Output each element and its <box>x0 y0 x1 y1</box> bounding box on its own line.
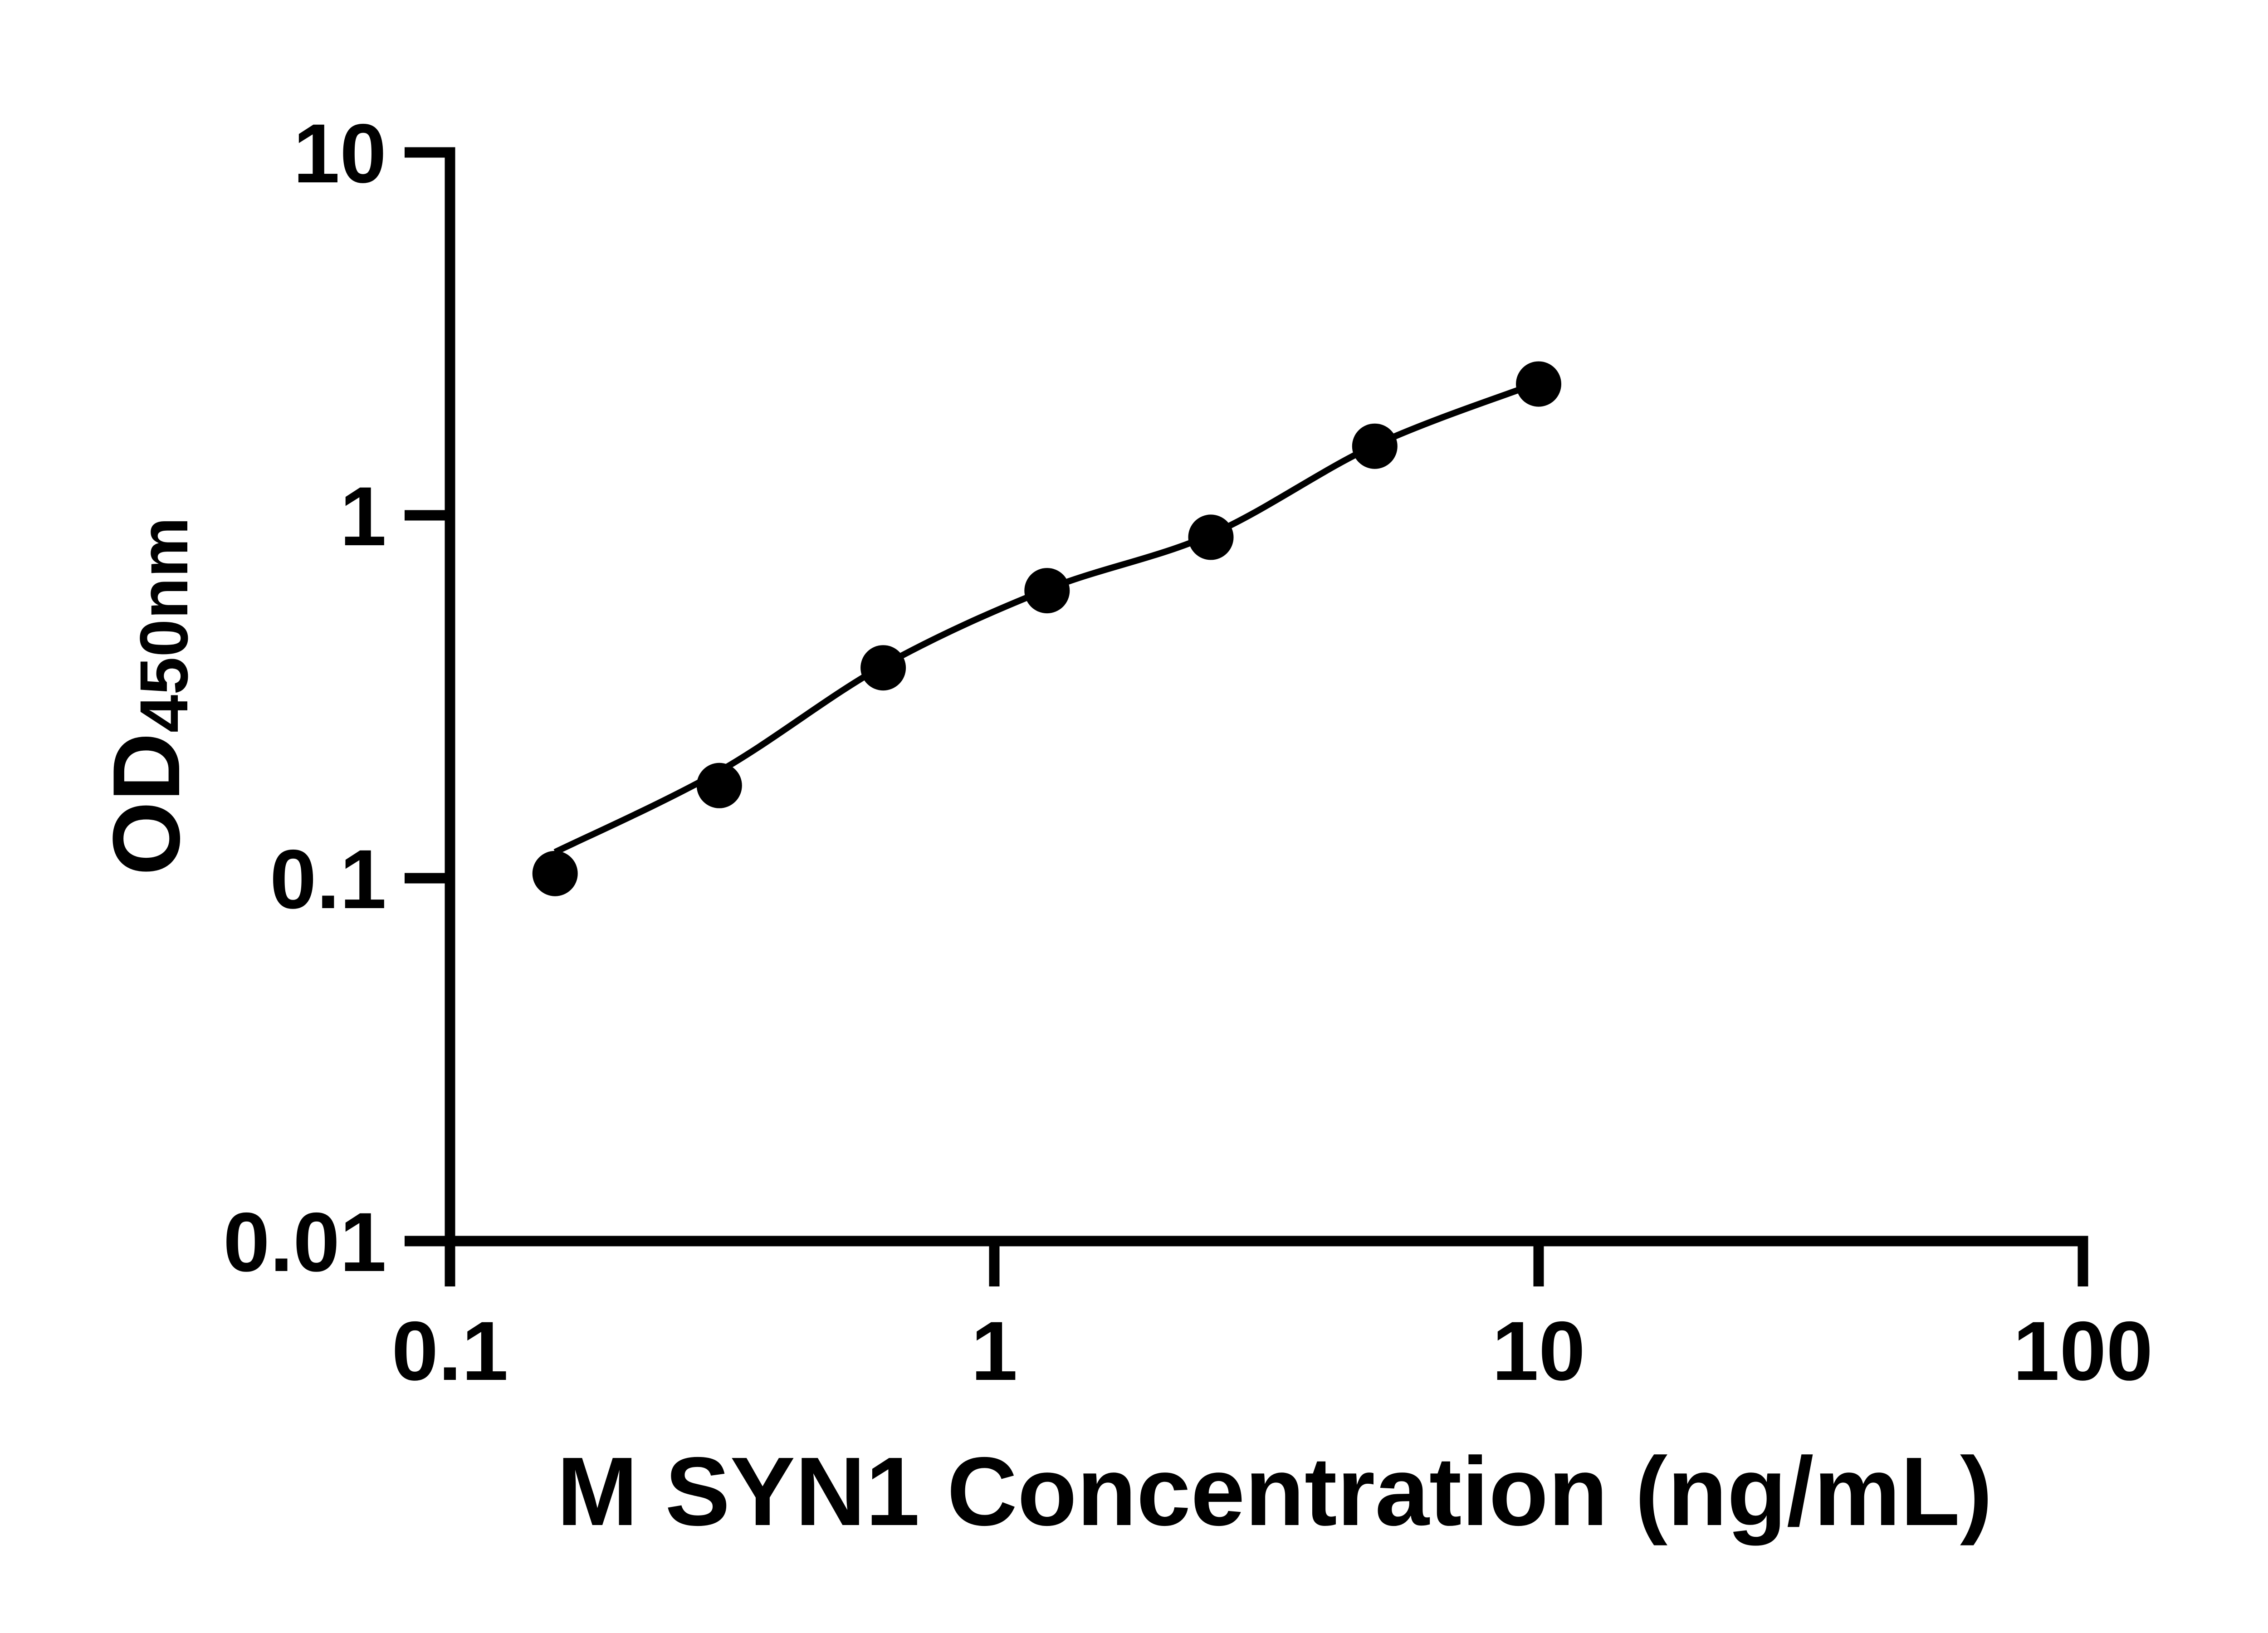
y-axis-tick-label: 0.01 <box>223 1196 386 1289</box>
x-axis-tick-label: 10 <box>1492 1305 1585 1398</box>
data-point <box>1516 361 1561 407</box>
data-point <box>532 851 578 896</box>
y-axis-tick-label: 10 <box>293 107 386 200</box>
data-point <box>1188 514 1234 560</box>
y-axis-tick-label: 1 <box>340 470 386 563</box>
axes-layer <box>405 152 2088 1247</box>
x-axis-tick-label: 0.1 <box>391 1305 508 1398</box>
x-axis-tick-label: 1 <box>971 1305 1018 1398</box>
x-axis-title: M SYN1 Concentration (ng/mL) <box>557 1437 1992 1546</box>
data-point <box>1352 423 1398 469</box>
y-axis-title-sub: 450nm <box>126 517 202 733</box>
y-axis-title-main: OD <box>93 733 200 875</box>
y-axis-tick-label: 0.1 <box>270 833 386 926</box>
data-point <box>696 763 742 808</box>
data-point <box>1024 568 1070 614</box>
series-layer <box>532 361 1561 896</box>
data-point <box>860 645 906 691</box>
x-axis-tick-label: 100 <box>2013 1305 2153 1398</box>
y-axis-title: OD450nm <box>93 517 202 875</box>
